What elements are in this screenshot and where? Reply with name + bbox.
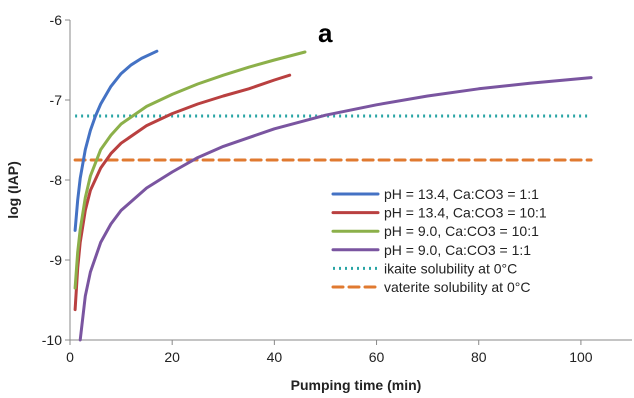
legend-label-5: ikaite solubility at 0°C [384, 260, 517, 276]
y-tick-label: -10 [42, 332, 62, 348]
legend: pH = 13.4, Ca:CO3 = 1:1 pH = 13.4, Ca:CO3… [331, 186, 547, 295]
y-tick-label: -6 [50, 12, 63, 28]
x-tick-label: 40 [267, 349, 283, 365]
x-tick-label: 100 [569, 349, 593, 365]
x-tick-label: 80 [471, 349, 487, 365]
tick-labels: 0 20 40 60 80 100 -10 -9 -8 -7 -6 [42, 12, 593, 365]
legend-label-3: pH = 9.0, Ca:CO3 = 10:1 [384, 223, 539, 239]
x-tick-label: 20 [164, 349, 180, 365]
legend-label-4: pH = 9.0, Ca:CO3 = 1:1 [384, 242, 531, 258]
legend-label-6: vaterite solubility at 0°C [384, 279, 530, 295]
x-tick-label: 0 [66, 349, 74, 365]
y-tick-label: -9 [50, 252, 63, 268]
series-line-1 [73, 49, 159, 232]
y-tick-label: -7 [50, 92, 63, 108]
x-axis-label: Pumping time (min) [291, 377, 422, 393]
y-axis-label: log (IAP) [5, 161, 21, 219]
panel-label: a [318, 18, 333, 48]
y-tick-label: -8 [50, 172, 63, 188]
legend-label-1: pH = 13.4, Ca:CO3 = 1:1 [384, 186, 539, 202]
series-line-4 [78, 76, 593, 342]
series-line-2 [73, 73, 292, 312]
series-line-3 [73, 50, 307, 290]
axes [65, 19, 632, 345]
x-tick-label: 60 [369, 349, 385, 365]
series-lines [73, 49, 593, 342]
legend-label-2: pH = 13.4, Ca:CO3 = 10:1 [384, 205, 547, 221]
